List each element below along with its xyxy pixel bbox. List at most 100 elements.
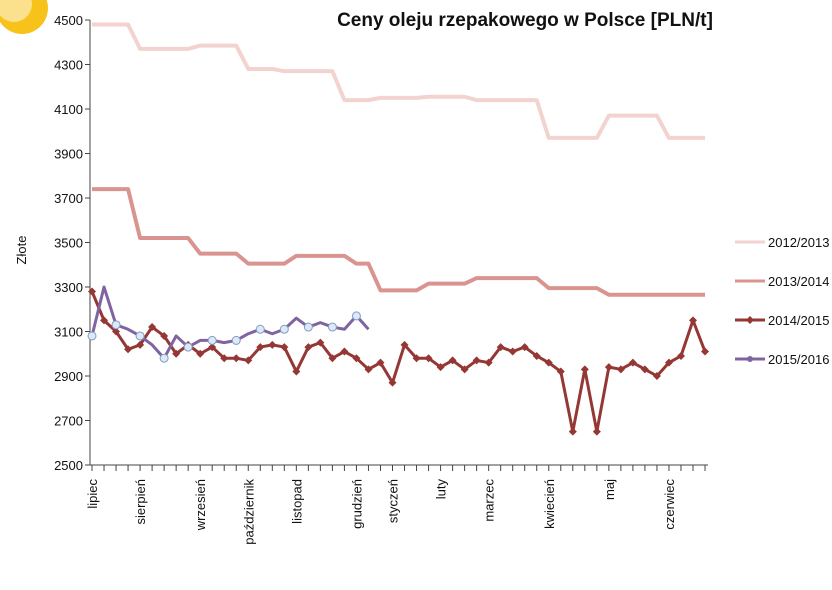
marker [689,316,697,325]
marker [255,324,265,334]
marker [280,343,289,352]
legend-label: 2013/2014 [768,274,829,289]
series-line [92,187,706,297]
marker [364,365,373,374]
marker [159,353,169,363]
marker [628,358,637,367]
marker [376,358,385,367]
y-tick-label: 2700 [54,414,83,429]
marker [160,331,169,340]
marker [292,367,301,376]
x-tick-label: wrzesień [193,479,208,531]
marker [460,365,469,374]
x-tick-label: październik [241,479,256,545]
marker [676,351,685,360]
y-tick-label: 2500 [54,458,83,473]
legend-label: 2014/2015 [768,313,829,328]
marker [232,354,241,363]
y-tick-label: 3500 [54,236,83,251]
marker [328,354,337,363]
marker [220,354,229,363]
marker [111,320,121,330]
marker [172,349,181,358]
marker [604,363,613,372]
marker [231,335,241,345]
marker [568,427,577,436]
marker [664,358,673,367]
marker [640,365,649,374]
marker [592,427,601,436]
marker [580,365,589,374]
marker [652,372,661,380]
marker [100,316,109,325]
marker [616,365,625,374]
marker [520,343,529,352]
marker [448,356,457,365]
chart-title: Ceny oleju rzepakowego w Polsce [PLN/t] [337,10,713,31]
x-tick-label: marzec [482,479,497,522]
y-tick-label: 4100 [54,102,83,117]
marker [316,338,325,347]
x-tick-label: kwiecień [542,479,557,529]
marker [244,356,253,365]
logo-highlight [0,0,32,22]
marker [304,343,313,352]
x-tick-label: maj [602,479,617,500]
marker [400,340,409,349]
marker [351,311,361,321]
marker [327,322,337,332]
marker [87,331,97,341]
marker [388,378,397,387]
marker [556,367,565,376]
marker [701,347,710,356]
marker [256,343,265,352]
marker [340,347,349,356]
marker [436,363,445,372]
legend-label: 2015/2016 [768,352,829,367]
x-tick-label: luty [434,479,449,500]
x-tick-label: sierpień [133,479,148,525]
legend-marker [747,356,753,362]
marker [112,327,121,336]
marker [279,324,289,334]
marker [508,347,517,356]
x-tick-label: czerwiec [662,479,677,530]
x-tick-label: grudzień [349,479,364,529]
marker [544,358,553,367]
marker [472,356,481,365]
marker [196,349,205,358]
marker [88,287,96,296]
marker [268,340,277,349]
marker [135,331,145,341]
y-tick-label: 3100 [54,325,83,340]
marker [412,354,421,363]
marker [124,345,133,354]
marker [208,343,217,352]
series-line [92,22,706,140]
y-tick-label: 3900 [54,147,83,162]
marker [532,351,541,360]
y-axis-label: Złote [14,236,29,265]
marker [496,343,505,352]
marker [207,335,217,345]
x-tick-label: lipiec [85,479,100,509]
legend-marker [746,316,754,324]
y-tick-label: 3700 [54,191,83,206]
y-tick-label: 4300 [54,58,83,73]
marker [183,342,193,352]
x-tick-label: styczeń [386,479,401,523]
y-tick-label: 4500 [54,13,83,28]
marker [484,358,493,367]
marker [148,323,157,332]
legend-label: 2012/2013 [768,235,829,250]
marker [136,340,145,349]
marker [303,322,313,332]
marker [424,354,433,363]
y-tick-label: 2900 [54,369,83,384]
x-tick-label: listopad [289,479,304,524]
series-line [90,290,707,434]
marker [352,354,361,363]
y-tick-label: 3300 [54,280,83,295]
